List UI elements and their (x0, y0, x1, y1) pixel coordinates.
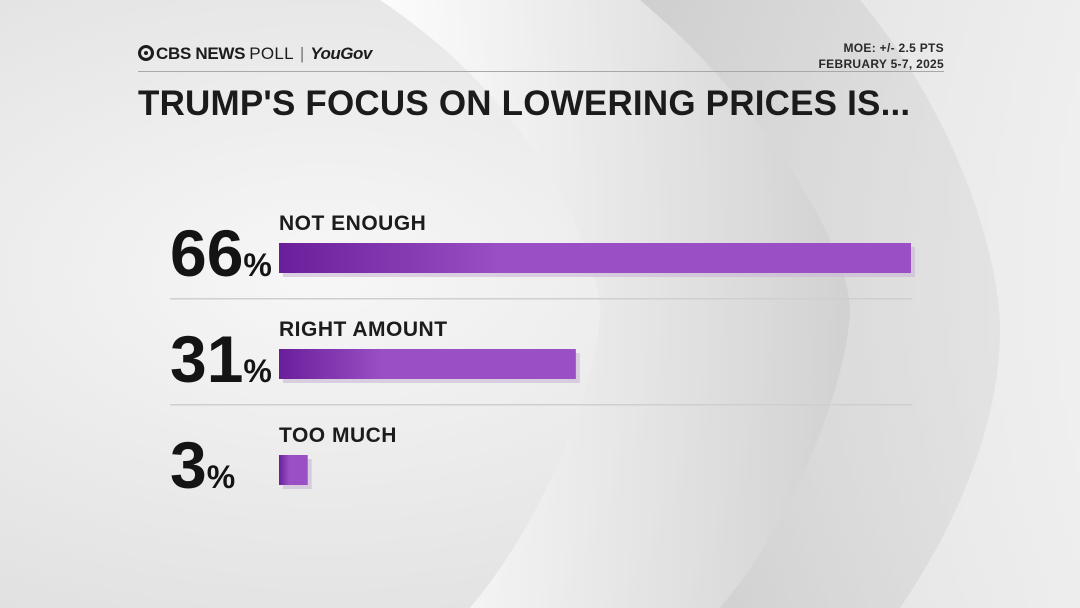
brand-secondary: POLL (249, 44, 294, 63)
value-label: 66% (170, 216, 272, 290)
header-divider (138, 71, 944, 72)
brand-primary: CBS NEWS (156, 44, 246, 63)
value-percent: % (243, 353, 271, 389)
chart-title: TRUMP'S FOCUS ON LOWERING PRICES IS... (138, 84, 911, 123)
value-number: 66 (170, 216, 243, 290)
value-number: 3 (170, 428, 207, 502)
bar (279, 243, 911, 273)
row-divider (170, 404, 912, 406)
poll-meta: MOE: +/- 2.5 PTS FEBRUARY 5-7, 2025 (819, 40, 944, 72)
bar (279, 349, 576, 379)
value-percent: % (207, 459, 235, 495)
value-percent: % (243, 247, 271, 283)
category-label: NOT ENOUGH (279, 212, 426, 235)
category-label: TOO MUCH (279, 424, 397, 447)
header: CBS NEWS POLL | YouGov MOE: +/- 2.5 PTS FEB… (138, 40, 944, 72)
poll-dates: FEBRUARY 5-7, 2025 (818, 57, 944, 71)
category-label: RIGHT AMOUNT (279, 318, 448, 341)
value-label: 3% (170, 428, 235, 502)
cbs-eye-icon (138, 45, 154, 61)
brand-logo: CBS NEWS POLL | YouGov (138, 44, 372, 64)
value-number: 31 (170, 322, 243, 396)
margin-of-error: MOE: +/- 2.5 PTS (843, 41, 944, 55)
value-label: 31% (170, 322, 272, 396)
bar (279, 455, 308, 485)
brand-partner: YouGov (310, 44, 372, 63)
row-divider (170, 298, 912, 300)
